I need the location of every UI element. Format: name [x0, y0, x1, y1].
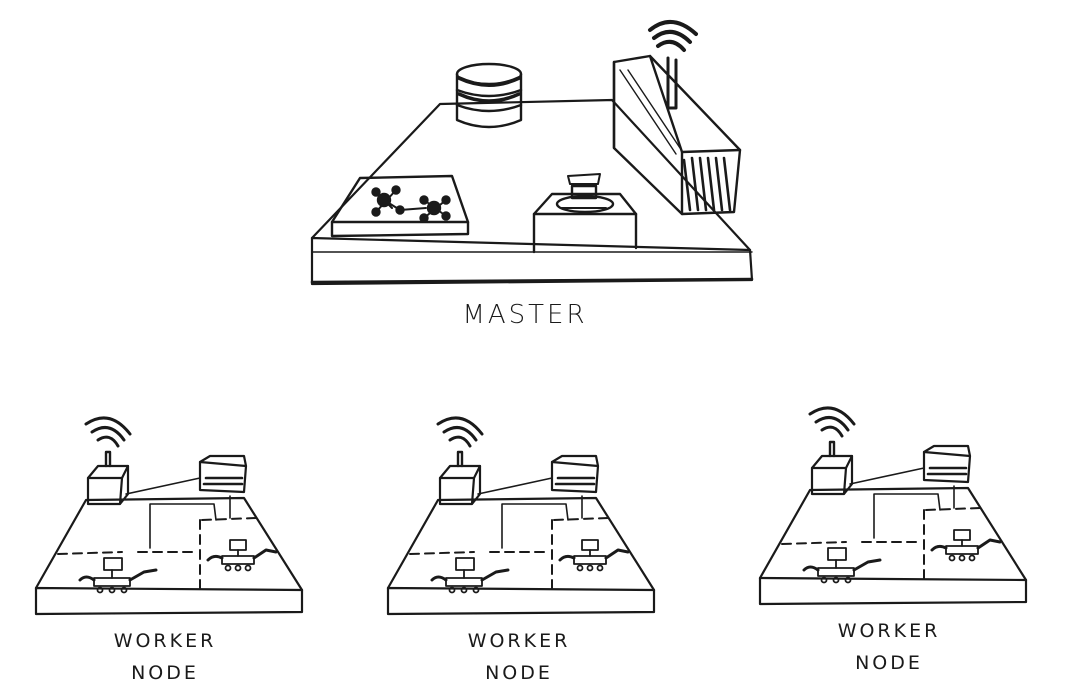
worker-node-1 — [34, 416, 304, 616]
database-icon — [455, 62, 523, 129]
worker-node-3 — [758, 406, 1028, 606]
worker-3-label-line1: WORKER — [837, 620, 941, 642]
server-rack-icon — [612, 54, 742, 216]
master-label: MASTER — [462, 300, 588, 330]
worker-2-label-line2: NODE — [485, 662, 553, 684]
worker-1-label-line1: WORKER — [113, 630, 217, 652]
network-graph-icon — [330, 174, 470, 238]
steering-wheel-icon — [532, 173, 638, 254]
worker-2-label-line1: WORKER — [467, 630, 571, 652]
worker-1-label-line2: NODE — [131, 662, 199, 684]
antenna-icon — [648, 20, 698, 110]
worker-node-2 — [386, 416, 656, 616]
worker-3-label-line2: NODE — [855, 652, 923, 674]
